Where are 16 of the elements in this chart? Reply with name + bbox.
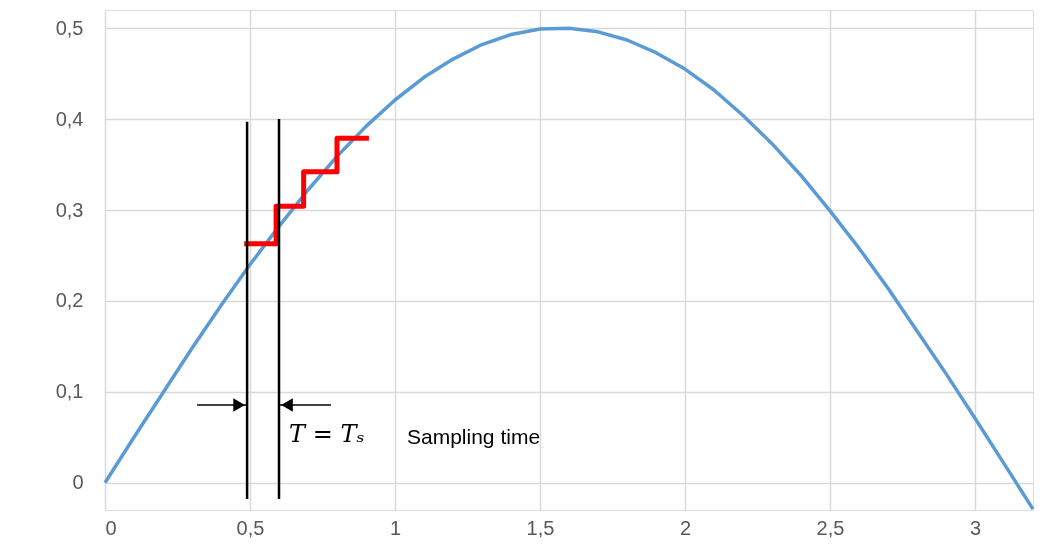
y-tick-label: 0,1 [55, 380, 84, 403]
x-tick-label: 0 [105, 516, 117, 539]
y-tick-label: 0 [72, 471, 84, 494]
y-tick-label: 0,4 [55, 107, 84, 130]
x-tick-label: 1,5 [526, 516, 555, 539]
line-series [103, 26, 1035, 511]
x-tick-label: 1 [389, 516, 402, 539]
x-tick-label: 0,5 [236, 516, 265, 539]
annotation: Sampling time [407, 425, 541, 448]
x-tick-label: 3 [969, 516, 982, 539]
x-tick-label: 2 [679, 516, 692, 539]
annotation: T = Tₛ [289, 420, 365, 448]
y-tick-label: 0,2 [55, 289, 84, 312]
y-tick-label: 0,3 [55, 198, 84, 221]
y-tick-label: 0,5 [55, 16, 84, 39]
x-tick-label: 2,5 [816, 516, 845, 539]
